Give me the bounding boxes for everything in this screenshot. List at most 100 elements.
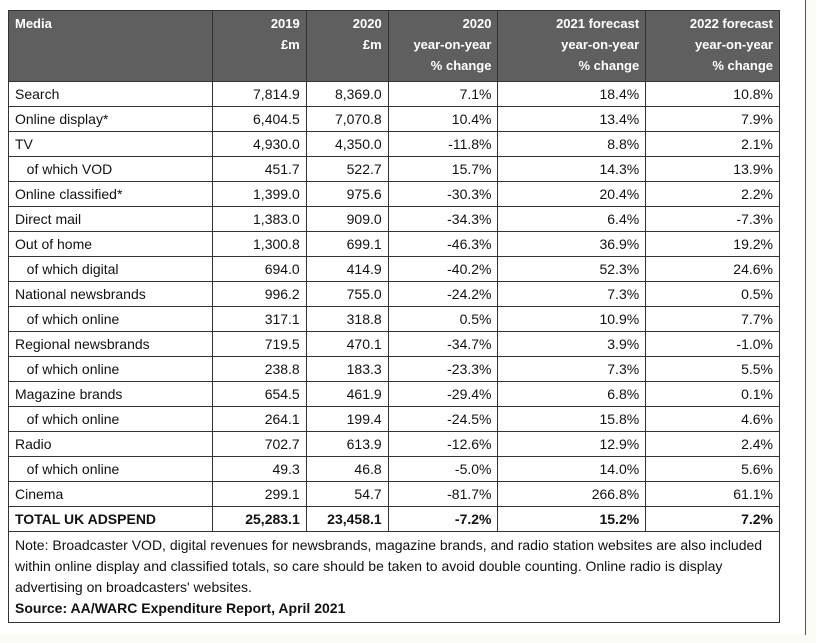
table-cell: 702.7 <box>211 431 307 457</box>
table-cell: of which online <box>8 406 213 432</box>
table-cell: 317.1 <box>211 306 307 332</box>
adspend-table: Media 2019 £m 2020 £m 2020 year-on-year % c… <box>8 10 780 623</box>
table-cell: 909.0 <box>305 206 389 232</box>
table-cell: Cinema <box>8 481 213 507</box>
header-cell: Media <box>8 10 213 82</box>
table-cell: -11.8% <box>387 131 499 157</box>
table-cell: 4,350.0 <box>305 131 389 157</box>
table-cell: 451.7 <box>211 156 307 182</box>
table-cell: 19.2% <box>645 231 780 257</box>
table-cell: 13.4% <box>497 106 647 132</box>
table-cell: 61.1% <box>645 481 780 507</box>
table-cell: of which online <box>8 456 213 482</box>
table-row: Radio 702.7 613.9 -12.6% 12.9% 2.4% <box>8 431 780 457</box>
table-cell: 7.3% <box>497 281 647 307</box>
header-cell: 2021 forecast year-on-year % change <box>497 10 647 82</box>
table-cell: Radio <box>8 431 213 457</box>
table-cell: 10.9% <box>497 306 647 332</box>
table-cell: 3.9% <box>497 331 647 357</box>
table-cell: 20.4% <box>497 181 647 207</box>
total-cell: 15.2% <box>497 506 647 532</box>
table-cell: 14.3% <box>497 156 647 182</box>
table-cell: 5.6% <box>645 456 780 482</box>
table-cell: Online display* <box>8 106 213 132</box>
total-row: TOTAL UK ADSPEND 25,283.1 23,458.1 -7.2% 15.… <box>8 506 780 532</box>
table-cell: 7,814.9 <box>211 81 307 107</box>
table-row: Regional newsbrands 719.5 470.1 -34.7% 3.9% -… <box>8 331 780 357</box>
table-row: Out of home 1,300.8 699.1 -46.3% 36.9% 19.2% <box>8 231 780 257</box>
table-cell: 0.5% <box>387 306 499 332</box>
table-cell: 7.7% <box>645 306 780 332</box>
table-cell: of which online <box>8 306 213 332</box>
header-row: Media 2019 £m 2020 £m 2020 year-on-year % c… <box>8 10 780 82</box>
table-cell: -29.4% <box>387 381 499 407</box>
table-cell: National newsbrands <box>8 281 213 307</box>
table-cell: 522.7 <box>305 156 389 182</box>
table-row: Direct mail 1,383.0 909.0 -34.3% 6.4% -7.3% <box>8 206 780 232</box>
table-cell: 264.1 <box>211 406 307 432</box>
table-cell: 7.3% <box>497 356 647 382</box>
table-cell: 36.9% <box>497 231 647 257</box>
table-cell: 654.5 <box>211 381 307 407</box>
table-cell: of which VOD <box>8 156 213 182</box>
table-cell: 755.0 <box>305 281 389 307</box>
table-cell: -5.0% <box>387 456 499 482</box>
table-row: of which online 264.1 199.4 -24.5% 15.8% 4.6% <box>8 406 780 432</box>
table-row: of which online 238.8 183.3 -23.3% 7.3% 5.5% <box>8 356 780 382</box>
note-text: Note: Broadcaster VOD, digital revenues … <box>15 537 763 595</box>
table-cell: -30.3% <box>387 181 499 207</box>
table-cell: -24.5% <box>387 406 499 432</box>
table-cell: -34.3% <box>387 206 499 232</box>
total-cell: -7.2% <box>387 506 499 532</box>
note-row: Note: Broadcaster VOD, digital revenues … <box>8 531 780 623</box>
table-cell: -23.3% <box>387 356 499 382</box>
table-cell: 49.3 <box>211 456 307 482</box>
total-cell: TOTAL UK ADSPEND <box>8 506 213 532</box>
table-cell: 54.7 <box>305 481 389 507</box>
source-text: Source: AA/WARC Expenditure Report, Apri… <box>15 600 346 616</box>
note-cell: Note: Broadcaster VOD, digital revenues … <box>8 531 780 623</box>
table-cell: 6,404.5 <box>211 106 307 132</box>
table-cell: 14.0% <box>497 456 647 482</box>
table-cell: 4,930.0 <box>211 131 307 157</box>
total-cell: 23,458.1 <box>305 506 389 532</box>
table-cell: 24.6% <box>645 256 780 282</box>
table-cell: 2.1% <box>645 131 780 157</box>
table-cell: 694.0 <box>211 256 307 282</box>
table-cell: 7,070.8 <box>305 106 389 132</box>
table-cell: Magazine brands <box>8 381 213 407</box>
table-cell: 266.8% <box>497 481 647 507</box>
table-row: TV 4,930.0 4,350.0 -11.8% 8.8% 2.1% <box>8 131 780 157</box>
table-row: of which VOD 451.7 522.7 15.7% 14.3% 13.9% <box>8 156 780 182</box>
table-cell: -81.7% <box>387 481 499 507</box>
table-cell: 0.5% <box>645 281 780 307</box>
table-cell: 1,399.0 <box>211 181 307 207</box>
table-body: Search 7,814.9 8,369.0 7.1% 18.4% 10.8% Online… <box>8 81 780 623</box>
table-cell: 15.8% <box>497 406 647 432</box>
table-row: of which online 317.1 318.8 0.5% 10.9% 7.7% <box>8 306 780 332</box>
table-cell: Search <box>8 81 213 107</box>
table-cell: 6.4% <box>497 206 647 232</box>
table-cell: Out of home <box>8 231 213 257</box>
table-cell: 470.1 <box>305 331 389 357</box>
frame: Media 2019 £m 2020 £m 2020 year-on-year % c… <box>8 0 806 635</box>
table-cell: 10.8% <box>645 81 780 107</box>
table-cell: -7.3% <box>645 206 780 232</box>
table-cell: 1,383.0 <box>211 206 307 232</box>
total-cell: 7.2% <box>645 506 780 532</box>
table-cell: 15.7% <box>387 156 499 182</box>
table-cell: 13.9% <box>645 156 780 182</box>
header-cell: 2022 forecast year-on-year % change <box>645 10 780 82</box>
header-cell: 2020 £m <box>305 10 389 82</box>
table-cell: 5.5% <box>645 356 780 382</box>
table-row: Cinema 299.1 54.7 -81.7% 266.8% 61.1% <box>8 481 780 507</box>
table-cell: 414.9 <box>305 256 389 282</box>
table-cell: 7.9% <box>645 106 780 132</box>
table-cell: of which digital <box>8 256 213 282</box>
table-cell: TV <box>8 131 213 157</box>
table-cell: -40.2% <box>387 256 499 282</box>
table-cell: 18.4% <box>497 81 647 107</box>
table-cell: 318.8 <box>305 306 389 332</box>
table-cell: 183.3 <box>305 356 389 382</box>
table-row: Online display* 6,404.5 7,070.8 10.4% 13.4% 7… <box>8 106 780 132</box>
